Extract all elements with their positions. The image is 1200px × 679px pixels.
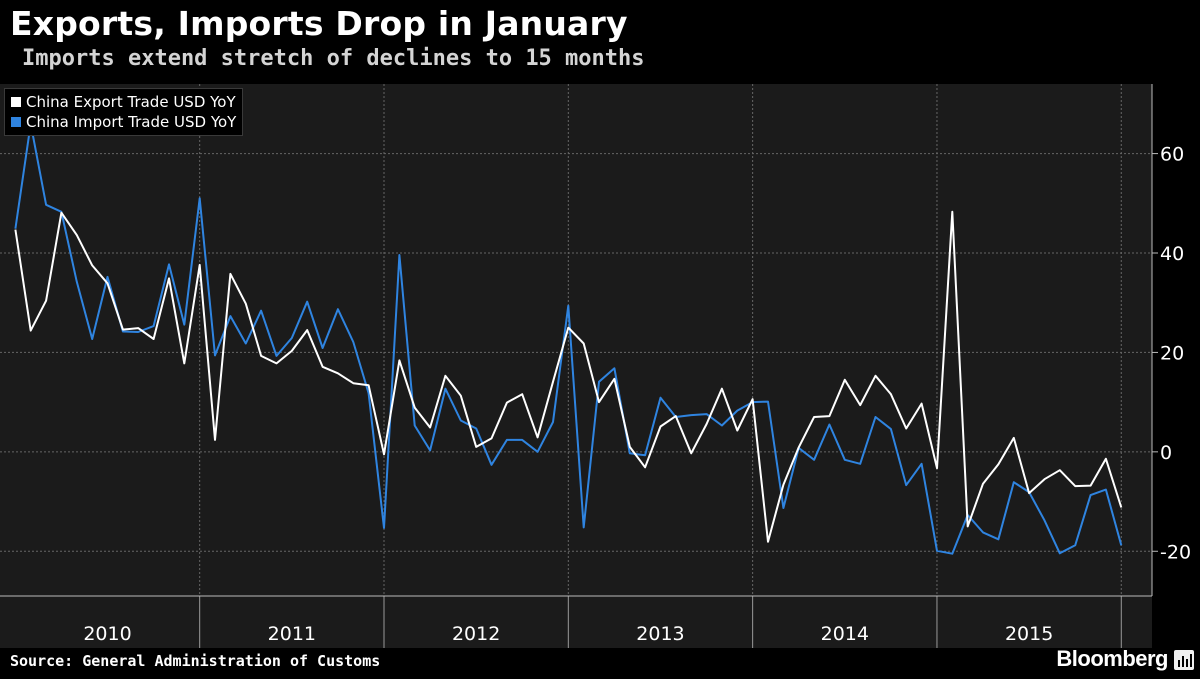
bloomberg-terminal-icon — [1174, 650, 1194, 670]
legend-label-imports: China Import Trade USD YoY — [26, 113, 237, 131]
y-tick-label: 40 — [1160, 243, 1184, 265]
legend-label-exports: China Export Trade USD YoY — [26, 93, 236, 111]
series-line-exports — [14, 210, 1123, 543]
plot-background — [0, 84, 1152, 596]
source-note: Source: General Administration of Custom… — [10, 652, 381, 670]
x-tick-label: 2012 — [452, 623, 500, 645]
y-tick-label: -20 — [1160, 541, 1191, 563]
legend-item-imports: China Import Trade USD YoY — [11, 112, 236, 132]
x-tick-label: 2014 — [821, 623, 869, 645]
y-tick-label: 0 — [1160, 442, 1172, 464]
y-tick-label: 20 — [1160, 342, 1184, 364]
chart-subtitle: Imports extend stretch of declines to 15… — [22, 46, 645, 71]
x-axis-band — [0, 596, 1152, 648]
x-tick-label: 2015 — [1005, 623, 1053, 645]
brand-wordmark: Bloomberg — [1056, 646, 1168, 671]
x-tick-label: 2010 — [83, 623, 131, 645]
y-tick-label: 60 — [1160, 144, 1184, 166]
legend-swatch-exports — [11, 97, 21, 107]
series-line-imports — [14, 122, 1123, 555]
chart-title: Exports, Imports Drop in January — [10, 4, 628, 43]
x-tick-label: 2013 — [636, 623, 684, 645]
legend-item-exports: China Export Trade USD YoY — [11, 92, 236, 112]
chart-legend: China Export Trade USD YoY China Import … — [4, 88, 244, 136]
bloomberg-terminal-icon-glyph — [1178, 654, 1192, 667]
legend-swatch-imports — [11, 117, 21, 127]
x-tick-label: 2011 — [268, 623, 316, 645]
